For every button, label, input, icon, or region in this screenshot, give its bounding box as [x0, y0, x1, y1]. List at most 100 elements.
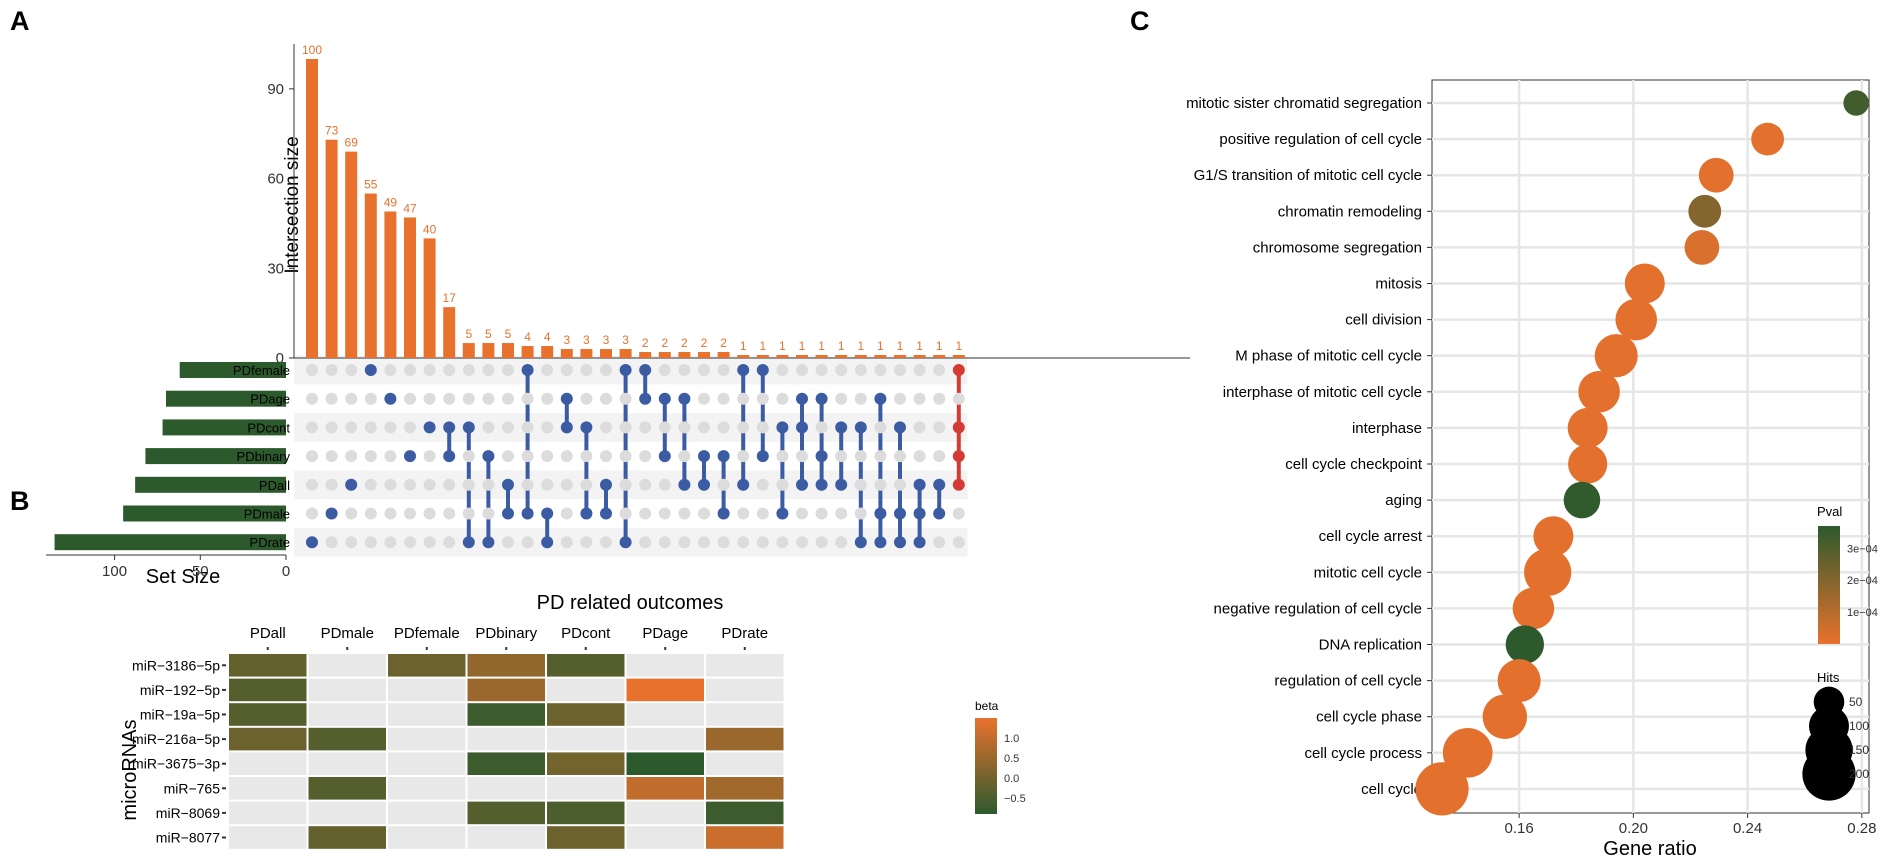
hits-legend-label: 150	[1849, 743, 1869, 757]
membership-dot-inactive	[894, 392, 906, 405]
membership-dot-active	[717, 450, 730, 463]
heatmap-tile	[388, 801, 466, 825]
y-tick-label: 30	[267, 260, 284, 277]
hits-legend-items: 50 100 150 200	[1802, 686, 1869, 801]
heatmap-tile	[547, 727, 625, 751]
go-term-label: positive regulation of cell cycle	[1219, 131, 1422, 148]
heatmap-tile	[308, 727, 386, 751]
membership-dot-inactive	[815, 421, 828, 434]
membership-dot-inactive	[698, 364, 710, 376]
intersection-bar	[894, 355, 906, 358]
membership-dot-inactive	[756, 392, 769, 405]
intersection-bar-label: 1	[936, 339, 943, 353]
intersection-bar	[756, 355, 769, 358]
go-dotplot: mitotic sister chromatid segregation posi…	[1186, 79, 1878, 860]
heatmap-row-label: miR−216a−5p	[132, 731, 220, 747]
heatmap-row-label: miR−765	[164, 780, 221, 796]
membership-dot-inactive	[541, 478, 554, 491]
go-term-label: mitosis	[1375, 276, 1422, 293]
hits-legend: Hits 50 100 150 200	[1802, 670, 1869, 801]
membership-dot-inactive	[580, 392, 593, 405]
membership-dot-inactive	[756, 536, 769, 549]
membership-dot-active	[482, 536, 495, 549]
heatmap-column-label: PDfemale	[394, 625, 460, 642]
beta-legend: beta 1.0 0.5 0.0 −0.5	[975, 699, 1026, 814]
membership-dot-inactive	[325, 392, 338, 405]
membership-dot-inactive	[384, 421, 397, 434]
membership-dot-inactive	[423, 536, 436, 549]
hits-legend-label: 100	[1849, 719, 1869, 733]
membership-dot-inactive	[678, 450, 691, 463]
membership-dot-active	[364, 364, 377, 376]
membership-dot-inactive	[345, 364, 358, 376]
membership-dot-inactive	[815, 507, 828, 520]
heatmap-tile	[547, 678, 625, 702]
intersection-bar	[619, 349, 632, 358]
go-term-label: G1/S transition of mitotic cell cycle	[1194, 167, 1422, 184]
heatmap-tile	[388, 703, 466, 726]
membership-dot-inactive	[600, 450, 612, 463]
membership-dot-inactive	[364, 421, 377, 434]
intersection-bars	[306, 58, 965, 358]
membership-dot-inactive	[639, 536, 652, 549]
membership-dot-inactive	[619, 450, 632, 463]
membership-dot-inactive	[560, 450, 573, 463]
intersection-bar-label: 5	[505, 327, 512, 341]
heatmap-row-label: miR−8077	[156, 830, 220, 846]
membership-dot-inactive	[423, 507, 436, 520]
membership-dot-inactive	[717, 392, 730, 405]
membership-dot-active	[776, 421, 789, 434]
go-term-point	[1512, 587, 1555, 630]
membership-dot-inactive	[462, 392, 475, 405]
heatmap-tile	[308, 826, 386, 849]
membership-dot-inactive	[952, 536, 965, 549]
intersection-bar	[462, 343, 475, 358]
membership-dot-active	[658, 450, 671, 463]
intersection-bar	[345, 151, 358, 358]
membership-dot-inactive	[639, 421, 652, 434]
membership-dot-inactive	[658, 478, 671, 491]
intersection-bar	[404, 217, 416, 358]
heatmap-tile	[706, 678, 784, 702]
membership-dot-inactive	[345, 421, 358, 434]
set-name: PDage	[250, 392, 290, 407]
pval-legend-ticks: 3e−04 2e−04 1e−04	[1840, 543, 1878, 619]
heatmap-tile	[547, 752, 625, 775]
membership-dot-active	[698, 478, 710, 491]
membership-dot-inactive	[384, 507, 397, 520]
intersection-bar-label: 1	[838, 339, 845, 353]
intersection-bar-label: 3	[583, 333, 590, 347]
membership-dot-active	[658, 392, 671, 405]
intersection-bar	[835, 355, 848, 358]
membership-dot-active	[384, 392, 397, 405]
membership-dot-inactive	[600, 392, 612, 405]
membership-dot-active	[306, 536, 318, 549]
membership-dot-inactive	[796, 536, 808, 549]
membership-dot-inactive	[913, 421, 926, 434]
membership-dot-active	[854, 536, 867, 549]
go-term-label: chromatin remodeling	[1278, 203, 1422, 220]
membership-dot-active	[874, 536, 887, 549]
pval-tick-label: 1e−04	[1847, 607, 1878, 619]
membership-dot-inactive	[698, 392, 710, 405]
membership-dot-inactive	[502, 364, 514, 376]
heatmap-tile	[467, 703, 545, 726]
membership-dot-inactive	[560, 478, 573, 491]
go-term-point	[1533, 516, 1574, 557]
heatmap-tile	[467, 752, 545, 775]
intersection-bar	[560, 349, 573, 358]
membership-dot-active	[756, 364, 769, 376]
membership-dot-inactive	[756, 421, 769, 434]
membership-dot-inactive	[423, 450, 436, 463]
heatmap-tile	[706, 752, 784, 775]
intersection-bar-label: 3	[622, 333, 629, 347]
go-term-label: cell cycle	[1361, 781, 1422, 798]
heatmap-tile	[308, 703, 386, 726]
heatmap-tile	[626, 678, 704, 702]
membership-dot-active	[600, 507, 612, 520]
intersection-bar-label: 17	[443, 291, 457, 305]
membership-dot-inactive	[854, 478, 867, 491]
membership-dot-active	[952, 364, 965, 376]
go-term-label: interphase	[1352, 420, 1422, 437]
